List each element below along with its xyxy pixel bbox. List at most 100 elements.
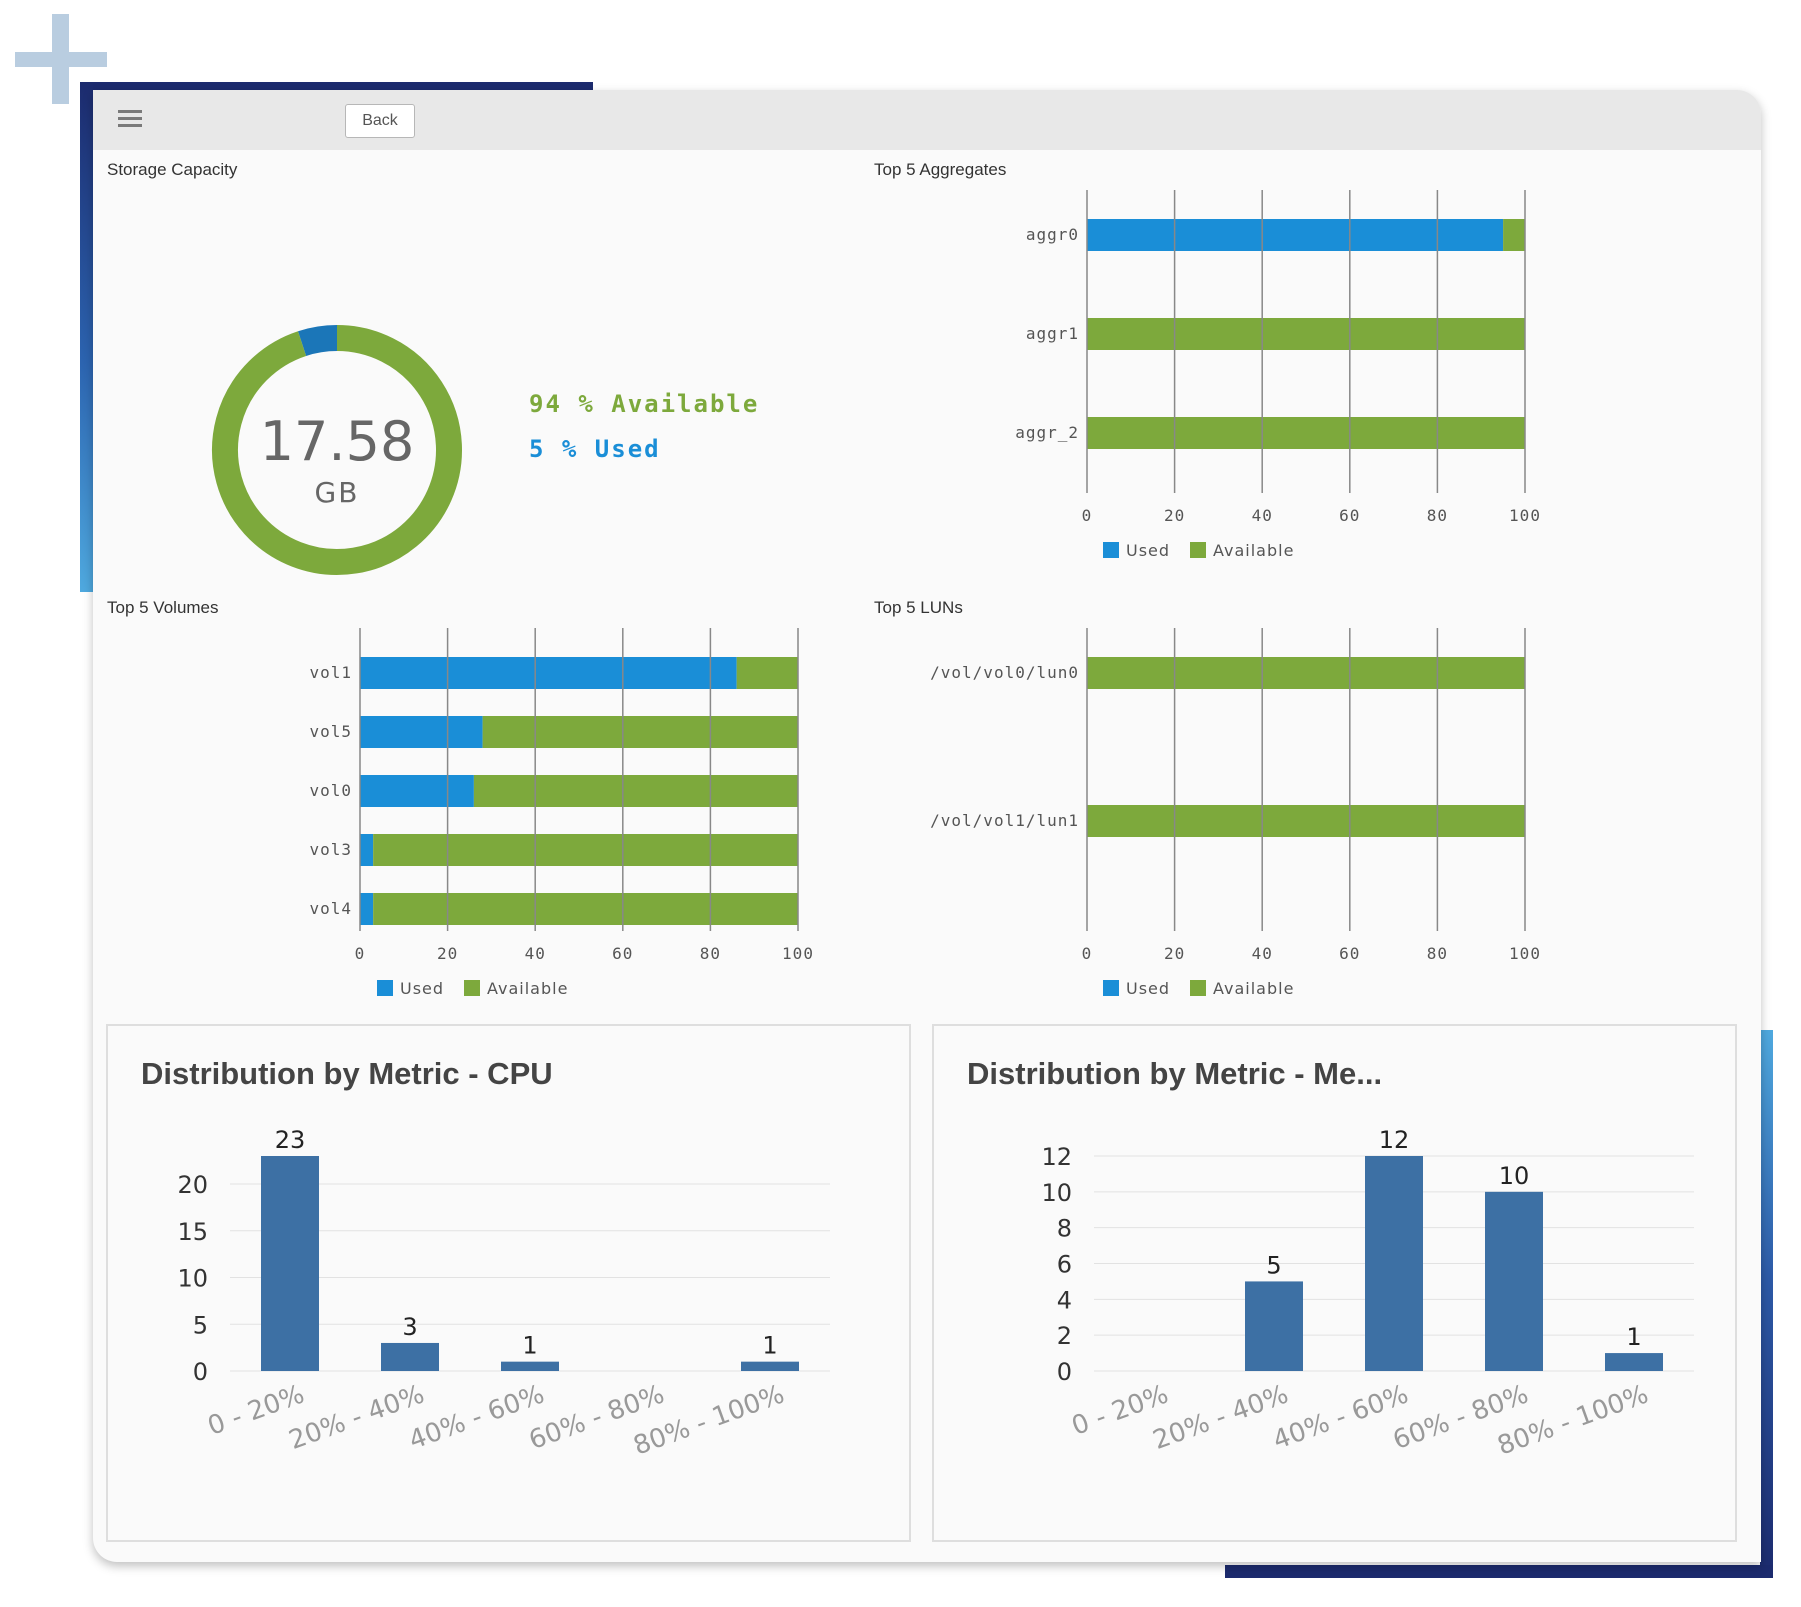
x-tick-label: 40 bbox=[1252, 506, 1273, 525]
bar-1 bbox=[1245, 1281, 1303, 1371]
x-tick-label: 60 bbox=[612, 944, 633, 963]
x-tick-label: 40 bbox=[1252, 944, 1273, 963]
category-label: vol0 bbox=[309, 781, 352, 800]
legend-label-available: Available bbox=[1213, 541, 1294, 560]
data-label: 12 bbox=[1379, 1126, 1410, 1154]
bar-used-2 bbox=[360, 775, 474, 807]
legend-label-used: Used bbox=[1126, 979, 1170, 998]
y-tick-label: 10 bbox=[1041, 1179, 1072, 1207]
category-label: aggr0 bbox=[1026, 225, 1079, 244]
category-label: aggr1 bbox=[1026, 324, 1079, 343]
luns-panel: Top 5 LUNs /vol/vol0/lun0/vol/vol1/lun1 0… bbox=[874, 598, 1634, 1028]
luns-chart: /vol/vol0/lun0/vol/vol1/lun1 0 20 40 60 80 100… bbox=[930, 628, 1540, 998]
x-tick-label: 20% - 40% bbox=[285, 1379, 428, 1456]
dist-cpu-card: Distribution by Metric - CPU 0 5 10 15 20 23 0… bbox=[106, 1024, 911, 1542]
x-tick-label: 40 bbox=[525, 944, 546, 963]
x-tick-label: 0 bbox=[1082, 944, 1093, 963]
legend-label-used: Used bbox=[400, 979, 444, 998]
data-label: 5 bbox=[1266, 1251, 1281, 1279]
category-label: aggr_2 bbox=[1015, 423, 1079, 442]
data-label: 3 bbox=[402, 1313, 417, 1341]
bar-available-0 bbox=[1503, 219, 1525, 251]
bar-used-4 bbox=[360, 893, 374, 925]
x-tick-label: 40% - 60% bbox=[1269, 1379, 1412, 1456]
bar-2 bbox=[1365, 1156, 1423, 1371]
x-tick-label: 0 bbox=[355, 944, 366, 963]
dist-mem-card: Distribution by Metric - Me... 0 2 4 6 8 10 12… bbox=[932, 1024, 1737, 1542]
bar-4 bbox=[741, 1361, 799, 1371]
donut-slice-used bbox=[297, 325, 338, 357]
legend-label-used: Used bbox=[1126, 541, 1170, 560]
y-tick-label: 10 bbox=[177, 1265, 208, 1293]
aggregates-chart: aggr0 aggr1 aggr_2 0 20 40 60 80 100 Used Availabl… bbox=[1015, 190, 1541, 560]
legend-swatch-available bbox=[1190, 542, 1206, 558]
data-label: 1 bbox=[1626, 1323, 1641, 1351]
y-tick-label: 12 bbox=[1041, 1143, 1072, 1171]
storage-total-unit: GB bbox=[314, 476, 360, 509]
decorative-frame-left bbox=[80, 82, 93, 592]
bar-used-1 bbox=[360, 716, 483, 748]
toolbar: Back bbox=[93, 90, 1761, 150]
dashboard-window: Back Storage Capacity 17.58 GB 94 % Avai… bbox=[93, 90, 1761, 1562]
aggregates-panel: Top 5 Aggregates aggr0 aggr1 aggr_2 0 20 40 60… bbox=[874, 160, 1634, 590]
volumes-chart: vol1 vol5 vol0 vol3 vol4 0 20 40 60 80 100 Used Avai… bbox=[309, 628, 814, 998]
legend-swatch-used bbox=[377, 980, 393, 996]
storage-total-value: 17.58 bbox=[259, 410, 415, 473]
bar-used-0 bbox=[360, 657, 737, 689]
hamburger-menu-icon[interactable] bbox=[118, 110, 142, 130]
dist-mem-title: Distribution by Metric - Me... bbox=[967, 1056, 1383, 1091]
category-label: vol4 bbox=[309, 899, 352, 918]
x-tick-label: 80 bbox=[1427, 506, 1448, 525]
category-label: /vol/vol1/lun1 bbox=[930, 811, 1079, 830]
decorative-frame-right bbox=[1760, 1030, 1773, 1578]
storage-capacity-panel: Storage Capacity 17.58 GB 94 % Available… bbox=[107, 160, 857, 575]
y-tick-label: 2 bbox=[1057, 1322, 1072, 1350]
category-label: /vol/vol0/lun0 bbox=[930, 663, 1079, 682]
category-label: vol5 bbox=[309, 722, 352, 741]
x-tick-label: 80 bbox=[1427, 944, 1448, 963]
back-button[interactable]: Back bbox=[345, 104, 415, 138]
y-tick-label: 0 bbox=[193, 1358, 208, 1386]
available-percent-label: 94 % Available bbox=[529, 390, 760, 418]
legend-swatch-available bbox=[464, 980, 480, 996]
y-tick-label: 20 bbox=[177, 1171, 208, 1199]
legend-label-available: Available bbox=[1213, 979, 1294, 998]
y-tick-label: 8 bbox=[1057, 1215, 1072, 1243]
x-tick-label: 60 bbox=[1339, 944, 1360, 963]
bar-4 bbox=[1605, 1353, 1663, 1371]
bar-available-1 bbox=[482, 716, 798, 748]
bar-available-3 bbox=[373, 834, 798, 866]
y-tick-label: 4 bbox=[1057, 1286, 1072, 1314]
bar-0 bbox=[261, 1156, 319, 1371]
bar-used-3 bbox=[360, 834, 374, 866]
x-tick-label: 100 bbox=[1509, 506, 1541, 525]
category-label: vol3 bbox=[309, 840, 352, 859]
x-tick-label: 0 bbox=[1082, 506, 1093, 525]
data-label: 1 bbox=[522, 1332, 537, 1360]
volumes-title: Top 5 Volumes bbox=[107, 598, 219, 617]
used-percent-label: 5 % Used bbox=[529, 435, 661, 463]
aggregates-title: Top 5 Aggregates bbox=[874, 160, 1007, 179]
legend-swatch-used bbox=[1103, 542, 1119, 558]
x-tick-label: 100 bbox=[782, 944, 814, 963]
decorative-frame-bottom bbox=[1225, 1565, 1773, 1578]
data-label: 23 bbox=[275, 1126, 306, 1154]
donut-slice-available bbox=[212, 325, 462, 575]
y-tick-label: 15 bbox=[177, 1218, 208, 1246]
bar-3 bbox=[1485, 1191, 1543, 1371]
x-tick-label: 80 bbox=[700, 944, 721, 963]
data-label: 10 bbox=[1499, 1162, 1530, 1190]
bar-available-2 bbox=[473, 775, 798, 807]
x-tick-label: 20 bbox=[1164, 944, 1185, 963]
legend-label-available: Available bbox=[487, 979, 568, 998]
storage-capacity-title: Storage Capacity bbox=[107, 160, 238, 179]
bar-1 bbox=[381, 1342, 439, 1371]
x-tick-label: 20 bbox=[1164, 506, 1185, 525]
bar-available-0 bbox=[736, 657, 798, 689]
volumes-panel: Top 5 Volumes vol1 vol5 vol0 vol3 vol4 0 20 40 6… bbox=[107, 598, 867, 1028]
y-tick-label: 0 bbox=[1057, 1358, 1072, 1386]
x-tick-label: 20 bbox=[437, 944, 458, 963]
storage-donut-chart bbox=[212, 325, 462, 575]
